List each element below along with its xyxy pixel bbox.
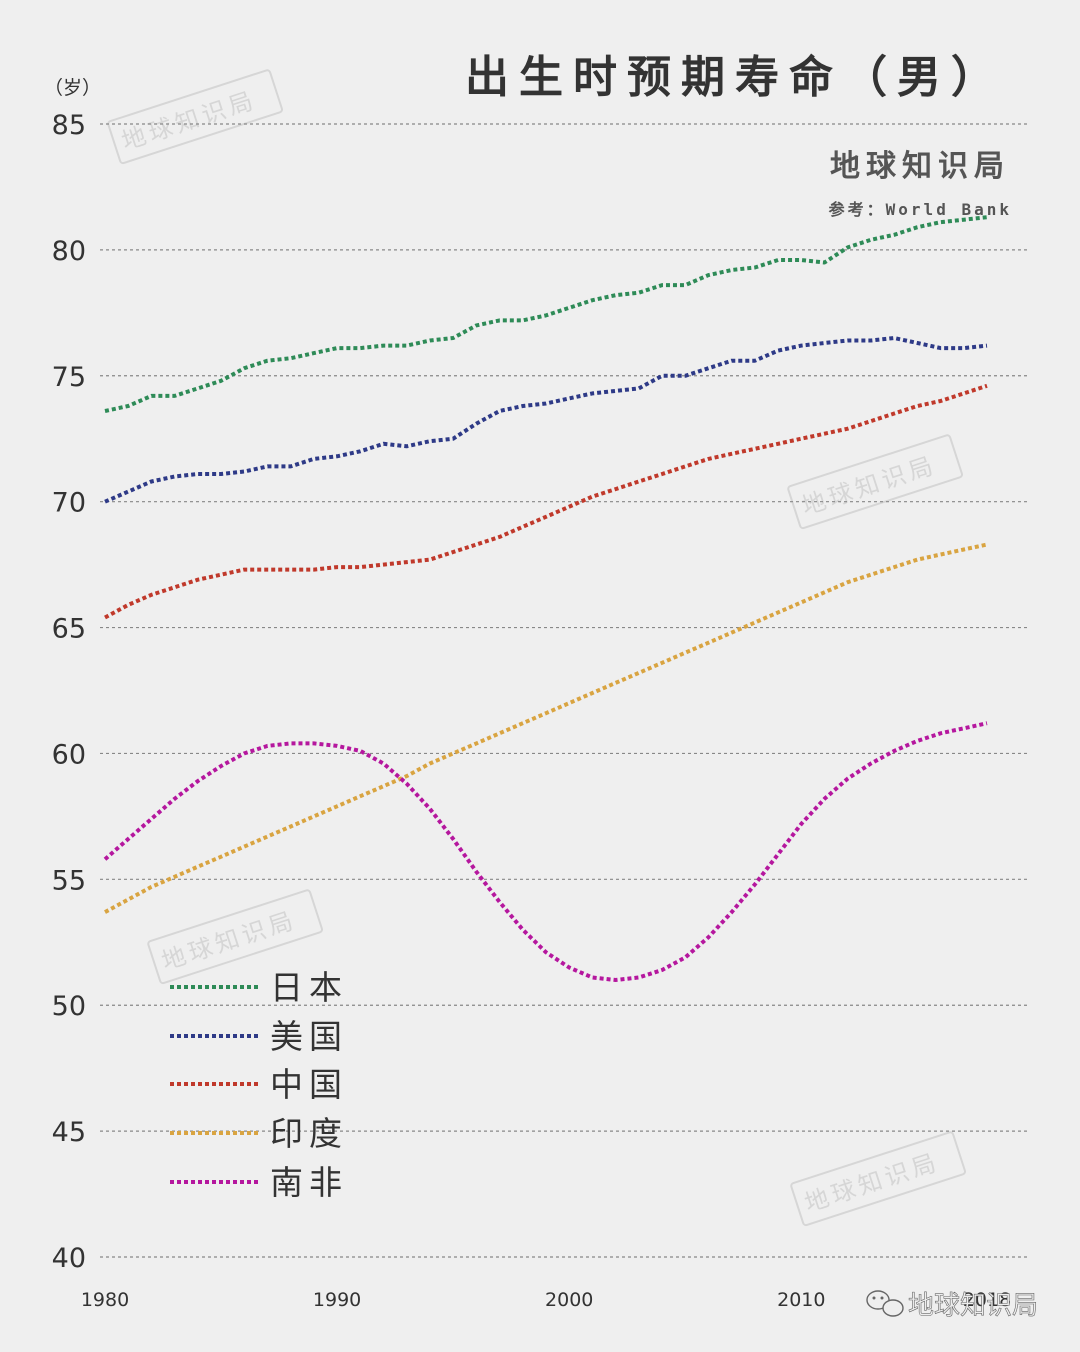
x-axis-ticks: 1980 1990 2000 2010 2018: [81, 1289, 1011, 1311]
legend-label-3: 印度: [270, 1114, 348, 1153]
y-tick-label: 45: [52, 1117, 86, 1148]
footer-text: 地球知识局: [908, 1291, 1038, 1321]
legend-label-4: 南非: [270, 1163, 348, 1202]
legend-label-0: 日本: [270, 968, 348, 1007]
x-tick-label: 1980: [81, 1289, 129, 1311]
legend-label-2: 中国: [270, 1065, 348, 1104]
y-tick-label: 60: [52, 739, 86, 770]
series-line-0: [104, 215, 988, 413]
series-line-4: [103, 721, 988, 982]
grid-lines: [100, 123, 1030, 1258]
y-tick-label: 40: [52, 1243, 86, 1274]
footer-logo: 地球知识局: [866, 1290, 1038, 1321]
series-line-2: [104, 383, 988, 620]
source-label: 参考：World Bank: [829, 200, 1012, 219]
x-tick-label: 1990: [313, 1289, 361, 1311]
y-axis-unit: （岁）: [44, 77, 101, 99]
y-tick-label: 80: [52, 236, 86, 267]
y-tick-label: 75: [52, 362, 86, 393]
brand-label: 地球知识局: [830, 149, 1010, 184]
series-lines: [103, 215, 988, 982]
y-tick-label: 85: [52, 110, 86, 141]
y-tick-label: 65: [52, 614, 86, 645]
y-tick-label: 70: [52, 488, 86, 519]
series-line-1: [104, 336, 988, 504]
x-tick-label: 2010: [777, 1289, 825, 1311]
y-tick-label: 50: [52, 991, 86, 1022]
y-tick-label: 55: [52, 865, 86, 896]
chart-title: 出生时预期寿命（男）: [465, 52, 1005, 103]
y-axis-ticks: 40 45 50 55 60 65 70 75 80 85: [52, 110, 86, 1274]
wechat-icon: [866, 1290, 904, 1317]
x-tick-label: 2018: [963, 1289, 1011, 1311]
series-line-3: [104, 542, 988, 914]
x-tick-label: 2000: [545, 1289, 593, 1311]
legend-label-1: 美国: [270, 1017, 348, 1056]
watermark-2: 地球知识局: [787, 434, 963, 530]
watermark-1: 地球知识局: [107, 69, 283, 165]
watermark-4: 地球知识局: [790, 1131, 966, 1227]
